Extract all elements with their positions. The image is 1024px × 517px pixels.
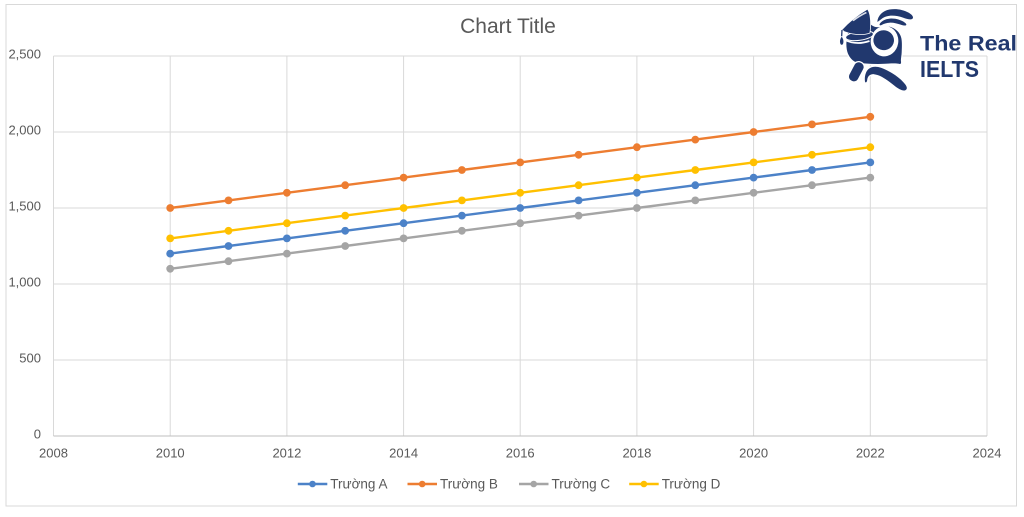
svg-text:Trường C: Trường C bbox=[552, 477, 611, 492]
svg-text:2018: 2018 bbox=[622, 446, 651, 461]
svg-text:2020: 2020 bbox=[739, 446, 768, 461]
svg-text:2022: 2022 bbox=[856, 446, 885, 461]
svg-text:0: 0 bbox=[34, 427, 41, 442]
svg-text:500: 500 bbox=[19, 351, 41, 366]
svg-text:Chart Title: Chart Title bbox=[460, 15, 556, 38]
svg-text:The Real: The Real bbox=[920, 32, 1017, 56]
svg-text:Trường D: Trường D bbox=[662, 477, 721, 492]
svg-text:1,000: 1,000 bbox=[8, 275, 41, 290]
svg-text:Trường B: Trường B bbox=[440, 477, 498, 492]
svg-text:Trường A: Trường A bbox=[330, 477, 387, 492]
svg-text:1,500: 1,500 bbox=[8, 199, 41, 214]
svg-text:2014: 2014 bbox=[389, 446, 418, 461]
svg-text:2024: 2024 bbox=[973, 446, 1002, 461]
svg-text:2008: 2008 bbox=[39, 446, 68, 461]
svg-text:IELTS: IELTS bbox=[920, 56, 979, 82]
svg-text:2016: 2016 bbox=[506, 446, 535, 461]
svg-text:2,000: 2,000 bbox=[8, 123, 41, 138]
svg-text:2010: 2010 bbox=[156, 446, 185, 461]
svg-text:2012: 2012 bbox=[272, 446, 301, 461]
svg-text:2,500: 2,500 bbox=[8, 47, 41, 62]
